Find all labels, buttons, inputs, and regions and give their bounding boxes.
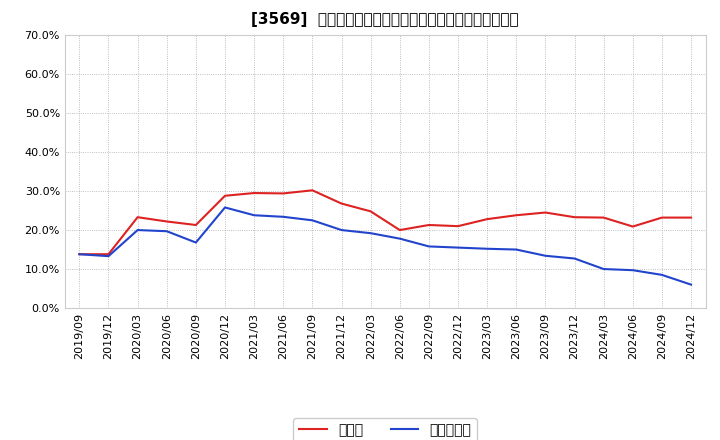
現預金 [337,201,346,206]
有利子負債 [250,213,258,218]
有利子負債 [629,268,637,273]
有利子負債 [657,272,666,278]
有利子負債 [541,253,550,258]
有利子負債 [454,245,462,250]
有利子負債 [192,240,200,245]
有利子負債 [104,253,113,259]
有利子負債 [279,214,287,220]
現預金 [570,215,579,220]
Line: 有利子負債: 有利子負債 [79,207,691,285]
Title: [3569]  現預金、有利子負債の総資産に対する比率の推移: [3569] 現預金、有利子負債の総資産に対する比率の推移 [251,12,519,27]
有利子負債 [308,218,317,223]
有利子負債 [512,247,521,252]
有利子負債 [425,244,433,249]
現預金 [425,222,433,227]
Line: 現預金: 現預金 [79,191,691,254]
現預金 [250,191,258,196]
現預金 [133,215,142,220]
現預金 [483,216,492,222]
有利子負債 [163,229,171,234]
現預金 [657,215,666,220]
現預金 [163,219,171,224]
有利子負債 [483,246,492,251]
Legend: 現預金, 有利子負債: 現預金, 有利子負債 [293,418,477,440]
現預金 [629,224,637,229]
現預金 [220,193,229,198]
有利子負債 [599,266,608,271]
有利子負債 [366,231,375,236]
現預金 [512,213,521,218]
現預金 [308,188,317,193]
現預金 [541,210,550,215]
現預金 [395,227,404,233]
有利子負債 [395,236,404,241]
有利子負債 [75,252,84,257]
現預金 [366,209,375,214]
有利子負債 [133,227,142,233]
有利子負債 [687,282,696,287]
現預金 [687,215,696,220]
現預金 [75,252,84,257]
現預金 [104,252,113,257]
現預金 [279,191,287,196]
有利子負債 [570,256,579,261]
有利子負債 [220,205,229,210]
現預金 [454,224,462,229]
有利子負債 [337,227,346,233]
現預金 [599,215,608,220]
現預金 [192,222,200,227]
